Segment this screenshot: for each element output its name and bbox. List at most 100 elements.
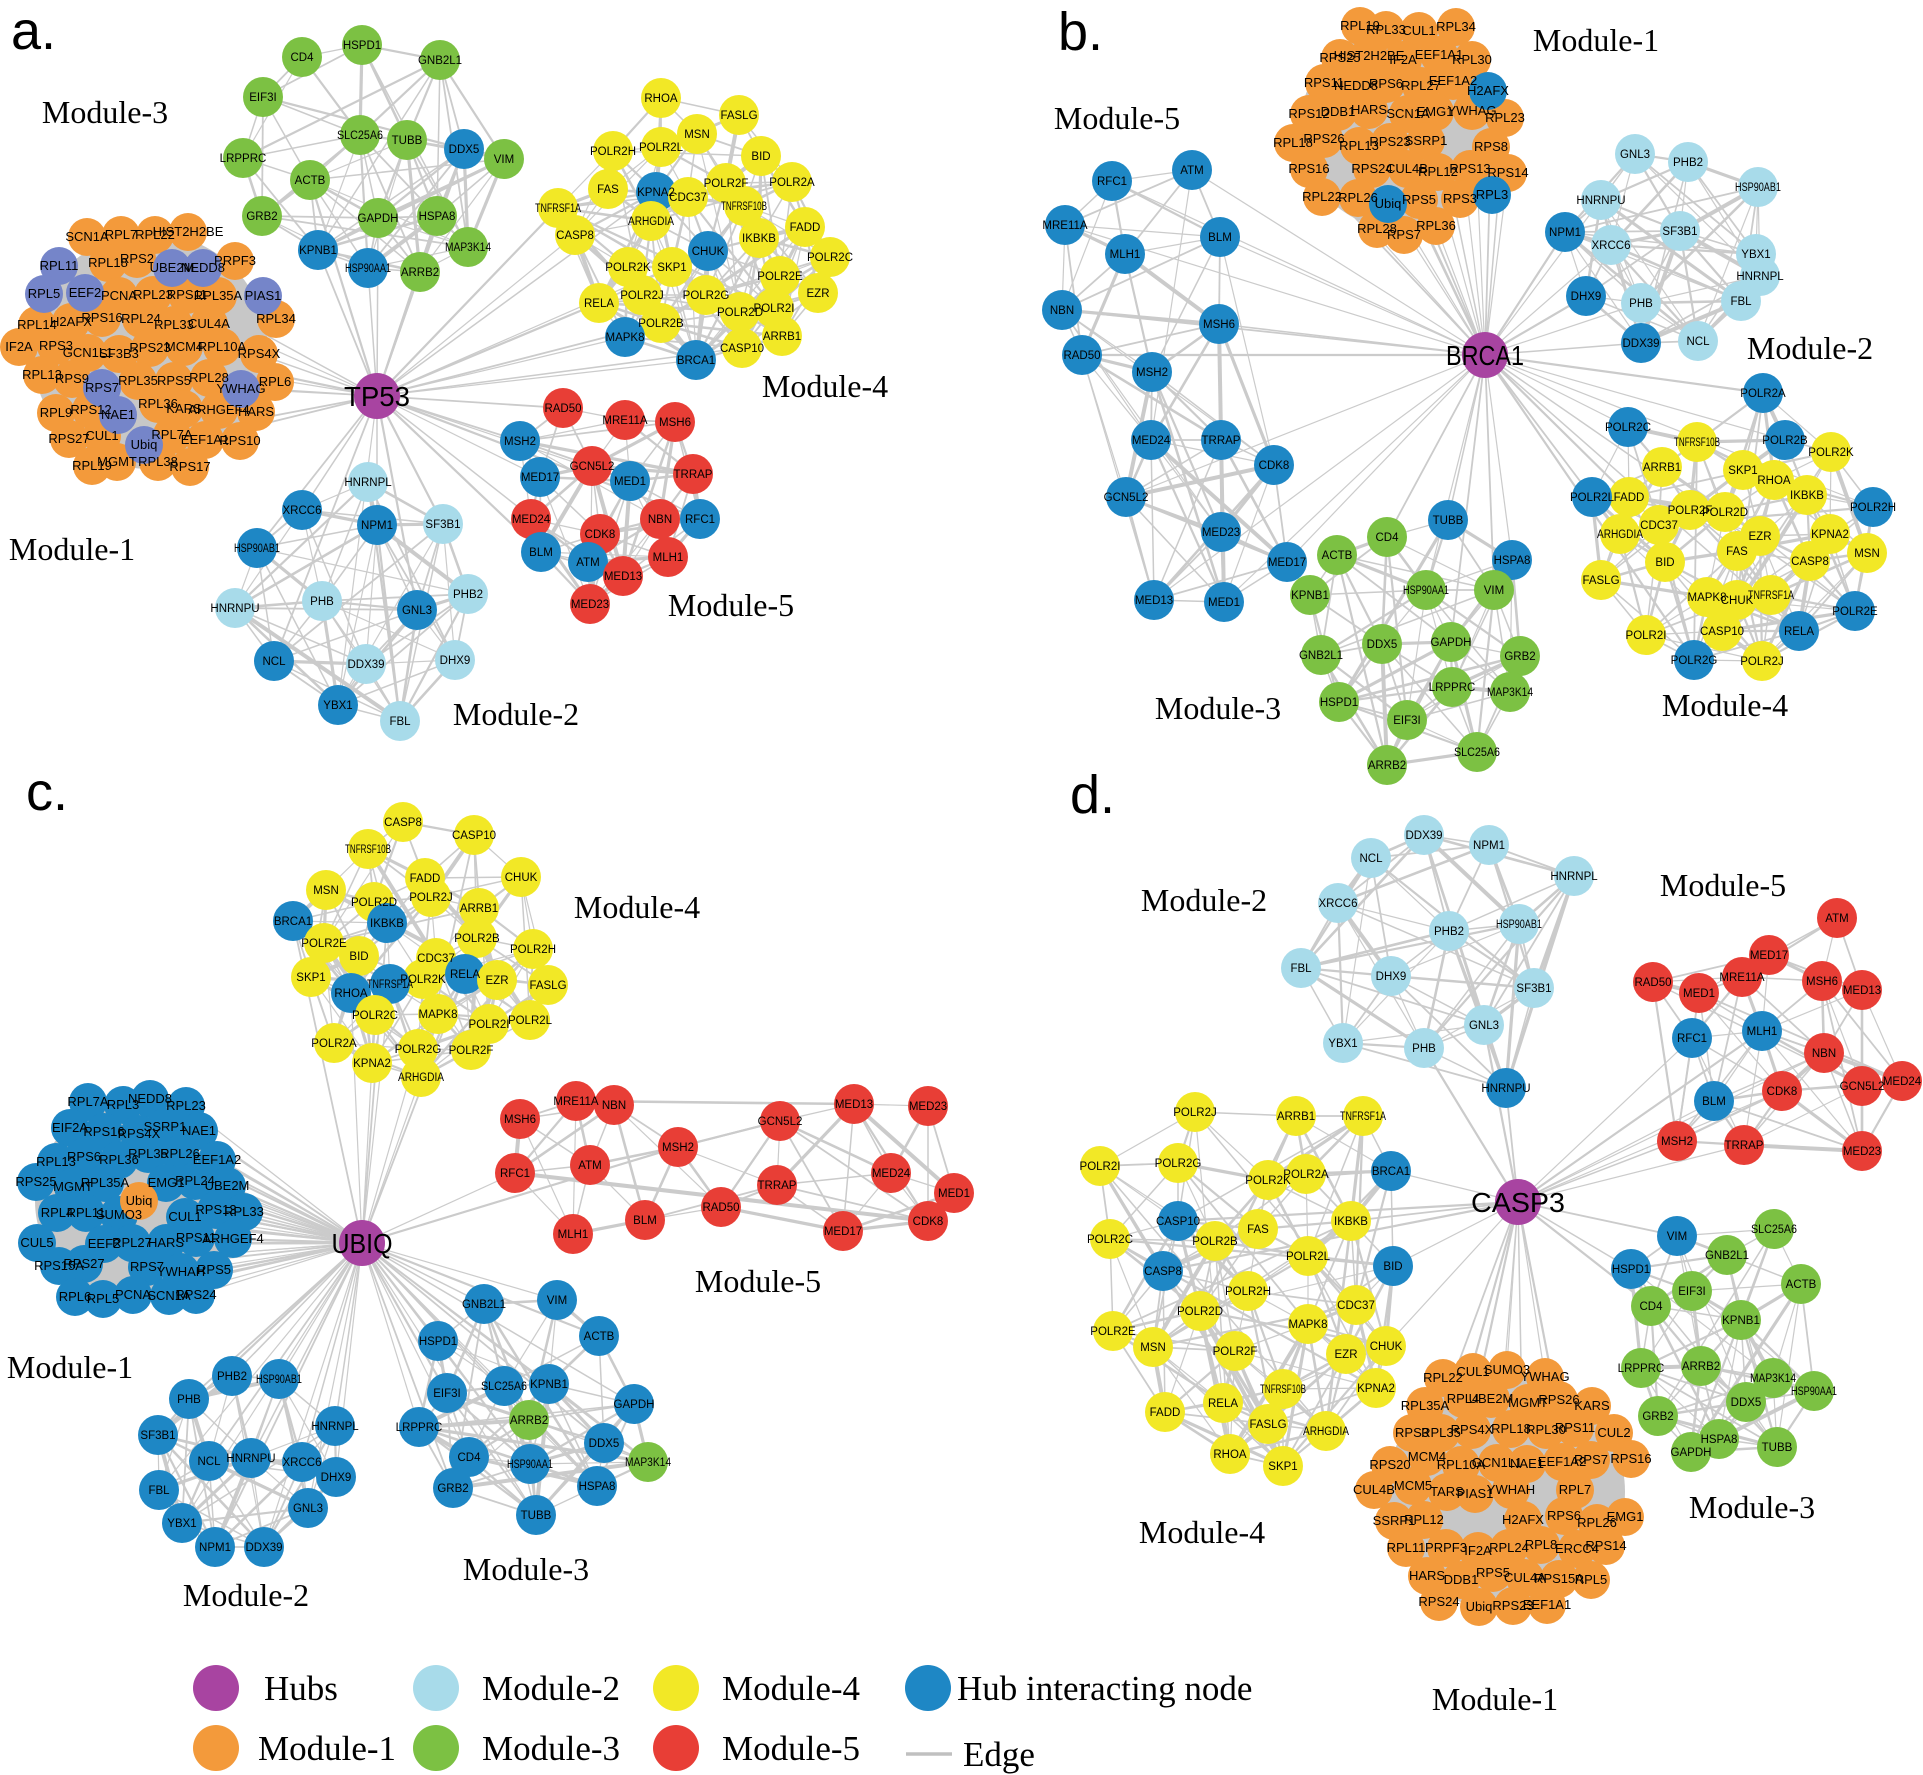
svg-text:RPS9: RPS9	[55, 371, 89, 386]
svg-text:CUL1: CUL1	[168, 1209, 201, 1224]
svg-text:PHB: PHB	[1629, 298, 1653, 310]
svg-text:BRCA1: BRCA1	[1446, 340, 1524, 371]
svg-text:RPL26: RPL26	[1338, 190, 1378, 205]
svg-text:FBL: FBL	[389, 716, 411, 728]
svg-text:MCM4: MCM4	[165, 339, 203, 354]
svg-text:GCN1L1: GCN1L1	[63, 345, 114, 360]
svg-text:POLR2J: POLR2J	[620, 290, 663, 302]
svg-text:Module-5: Module-5	[695, 1263, 821, 1299]
svg-text:EEF2: EEF2	[69, 285, 102, 300]
svg-text:MAPK8: MAPK8	[419, 1009, 458, 1021]
svg-text:POLR2I: POLR2I	[1080, 1161, 1121, 1173]
svg-text:POLR2L: POLR2L	[1286, 1251, 1331, 1263]
svg-text:SLC25A6: SLC25A6	[1454, 747, 1500, 759]
svg-text:MED1: MED1	[1208, 597, 1240, 609]
svg-text:RAD50: RAD50	[544, 403, 581, 415]
svg-text:POLR2B: POLR2B	[1192, 1236, 1238, 1248]
svg-text:RPS12: RPS12	[70, 402, 111, 417]
svg-text:ATM: ATM	[578, 1160, 601, 1172]
svg-text:TUBB: TUBB	[1762, 1442, 1793, 1454]
svg-text:HSPD1: HSPD1	[1612, 1264, 1650, 1276]
svg-text:PHB: PHB	[177, 1394, 201, 1406]
svg-text:RPL11: RPL11	[67, 1205, 106, 1220]
svg-text:H2AFX: H2AFX	[1467, 83, 1509, 98]
svg-text:RPS6: RPS6	[1369, 76, 1403, 91]
svg-text:CASP8: CASP8	[556, 230, 594, 242]
svg-text:CDK8: CDK8	[1767, 1086, 1798, 1098]
svg-text:HIST2H2BE: HIST2H2BE	[1334, 48, 1405, 63]
svg-text:FAS: FAS	[597, 184, 619, 196]
svg-text:MED1: MED1	[1683, 988, 1715, 1000]
svg-text:POLR2L: POLR2L	[508, 1015, 553, 1027]
svg-text:MRE11A: MRE11A	[553, 1096, 598, 1108]
svg-text:MAP3K14: MAP3K14	[445, 242, 492, 254]
svg-text:EEF1A2: EEF1A2	[1429, 73, 1477, 88]
svg-text:CDK8: CDK8	[1259, 460, 1290, 472]
svg-text:NAE1: NAE1	[101, 407, 135, 422]
svg-text:MED23: MED23	[1843, 1146, 1881, 1158]
svg-text:BLM: BLM	[1702, 1096, 1726, 1108]
svg-text:HNRNPU: HNRNPU	[1481, 1083, 1530, 1095]
svg-text:Module-5: Module-5	[1054, 100, 1180, 136]
svg-text:MRE11A: MRE11A	[1719, 972, 1764, 984]
svg-text:RPL23: RPL23	[133, 287, 173, 302]
svg-text:RPS11: RPS11	[176, 1230, 216, 1245]
svg-text:NBN: NBN	[1812, 1048, 1836, 1060]
svg-text:RPL10A: RPL10A	[1437, 1457, 1486, 1472]
svg-text:KPNA2: KPNA2	[637, 187, 675, 199]
svg-text:Hubs: Hubs	[264, 1669, 338, 1708]
svg-text:BID: BID	[1383, 1261, 1402, 1273]
svg-text:RPL26: RPL26	[160, 1146, 200, 1161]
svg-text:CDC37: CDC37	[1640, 520, 1678, 532]
svg-text:RPS6: RPS6	[1547, 1508, 1581, 1523]
svg-text:RELA: RELA	[584, 298, 614, 310]
svg-text:RPS7: RPS7	[130, 1259, 164, 1274]
svg-text:EZR: EZR	[807, 288, 830, 300]
svg-text:Module-1: Module-1	[9, 531, 135, 567]
svg-text:Module-2: Module-2	[1747, 330, 1873, 366]
svg-text:HSP90AB1: HSP90AB1	[234, 543, 280, 555]
svg-text:POLR2L: POLR2L	[639, 142, 684, 154]
svg-text:a.: a.	[11, 1, 56, 61]
svg-text:MSN: MSN	[1140, 1342, 1166, 1354]
svg-text:RHOA: RHOA	[644, 93, 678, 105]
svg-text:RPS23: RPS23	[129, 340, 170, 355]
svg-text:RPL24: RPL24	[121, 311, 161, 326]
svg-text:HARS: HARS	[1409, 1568, 1445, 1583]
svg-text:DDB1: DDB1	[1321, 104, 1356, 119]
svg-text:DDX39: DDX39	[1405, 830, 1442, 842]
svg-text:GAPDH: GAPDH	[1671, 1447, 1712, 1459]
svg-text:SCN1A: SCN1A	[147, 1288, 191, 1303]
svg-text:HNRNPL: HNRNPL	[344, 477, 392, 489]
svg-text:POLR2K: POLR2K	[400, 974, 446, 986]
svg-text:RPS10: RPS10	[219, 433, 260, 448]
svg-text:RPS3: RPS3	[39, 338, 73, 353]
svg-text:TARS: TARS	[1430, 1484, 1464, 1499]
svg-text:Module-3: Module-3	[482, 1729, 620, 1768]
svg-text:Module-2: Module-2	[453, 696, 579, 732]
svg-text:PRPF3: PRPF3	[214, 253, 256, 268]
svg-text:ARRB1: ARRB1	[460, 903, 498, 915]
svg-text:CDK8: CDK8	[585, 529, 616, 541]
svg-text:POLR2L: POLR2L	[1570, 492, 1615, 504]
svg-text:POLR2H: POLR2H	[1850, 502, 1896, 514]
svg-text:LRPPRC: LRPPRC	[396, 1422, 443, 1434]
svg-text:RPS4X: RPS4X	[238, 346, 281, 361]
svg-text:YWHAG: YWHAG	[1447, 103, 1496, 118]
svg-text:TRRAP: TRRAP	[1725, 1140, 1764, 1152]
svg-text:PIAS1: PIAS1	[1457, 1486, 1494, 1501]
svg-text:ARHGDIA: ARHGDIA	[398, 1072, 444, 1084]
svg-text:SKP1: SKP1	[657, 262, 686, 274]
svg-text:UBE2M: UBE2M	[205, 1178, 250, 1193]
svg-text:RELA: RELA	[1208, 1398, 1238, 1410]
svg-text:MSH6: MSH6	[1203, 319, 1235, 331]
svg-text:NCL: NCL	[1686, 336, 1710, 348]
svg-text:UBE2M: UBE2M	[1469, 1391, 1514, 1406]
svg-text:PHB2: PHB2	[453, 589, 483, 601]
svg-text:GNL3: GNL3	[1620, 149, 1650, 161]
svg-text:NPM1: NPM1	[361, 520, 393, 532]
svg-text:HSP90AA1: HSP90AA1	[345, 263, 391, 275]
svg-text:SLC25A6: SLC25A6	[337, 130, 383, 142]
svg-text:HNRNPL: HNRNPL	[311, 1421, 359, 1433]
svg-text:CUL2: CUL2	[1597, 1425, 1630, 1440]
